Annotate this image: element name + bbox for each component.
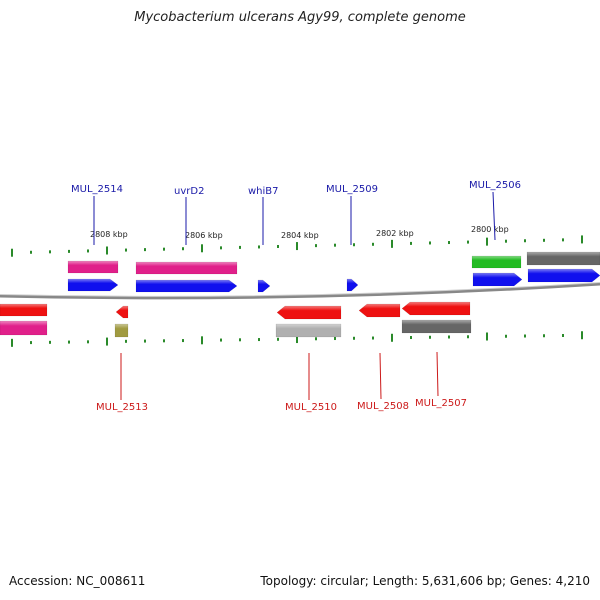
feature-pink-left <box>0 320 48 336</box>
gene-label-mul-2510: MUL_2510 <box>285 402 337 413</box>
label-leader-line <box>492 191 496 241</box>
ruler-label: 2802 kbp <box>376 229 414 238</box>
genome-axis <box>0 282 600 300</box>
feature-mul-2510-block <box>275 323 342 338</box>
gene-arrow-whib7 <box>257 279 271 293</box>
gene-arrow-mul-2509 <box>346 278 359 292</box>
bottom-labels: MUL_2513 MUL_2510 MUL_2508 MUL_2507 <box>96 398 467 413</box>
gene-arrow-mul-2506 <box>472 272 523 287</box>
feature-mul-2506-rna <box>471 255 522 269</box>
feature-mul-2513-block <box>114 323 129 338</box>
ruler-label: 2806 kbp <box>185 231 223 240</box>
gene-arrow-left-edge <box>0 303 48 317</box>
feature-gray-block <box>526 251 600 266</box>
gene-label-mul-2513: MUL_2513 <box>96 402 148 413</box>
feature-mul-2514-cds <box>67 260 119 274</box>
gene-arrow-uvrd2 <box>135 279 238 293</box>
gene-arrow-mul-2510 <box>276 305 342 320</box>
gene-arrow-mul-2507 <box>401 301 471 316</box>
gene-arrow-mul-2513 <box>115 305 129 319</box>
gene-arrow-mul-2508 <box>358 303 401 318</box>
ruler-ticks-top <box>11 235 583 257</box>
ruler-label: 2804 kbp <box>281 231 319 240</box>
gene-label-mul-2514: MUL_2514 <box>71 184 123 195</box>
ruler: 2808 kbp 2806 kbp 2804 kbp 2802 kbp 2800… <box>90 225 509 240</box>
gene-label-whib7: whiB7 <box>248 186 279 197</box>
gene-label-mul-2509: MUL_2509 <box>326 184 378 195</box>
gene-label-mul-2507: MUL_2507 <box>415 398 467 409</box>
gene-label-uvrd2: uvrD2 <box>174 186 204 197</box>
feature-uvrd2-cds <box>135 261 238 275</box>
gene-arrow-right <box>527 268 600 283</box>
ruler-ticks-bottom <box>11 331 583 347</box>
gene-label-mul-2506: MUL_2506 <box>469 180 521 191</box>
top-labels: MUL_2514 uvrD2 whiB7 MUL_2509 MUL_2506 <box>71 180 521 197</box>
genome-summary: Topology: circular; Length: 5,631,606 bp… <box>260 574 590 588</box>
label-leader-line <box>379 352 382 400</box>
accession-text: Accession: NC_008611 <box>9 574 146 588</box>
gene-label-mul-2508: MUL_2508 <box>357 401 409 412</box>
gene-features <box>0 251 600 338</box>
map-title: Mycobacterium ulcerans Agy99, complete g… <box>134 10 466 25</box>
feature-mul-2507-block <box>401 319 472 334</box>
label-leader-line <box>436 351 439 397</box>
ruler-label: 2808 kbp <box>90 230 128 239</box>
gene-arrow-mul-2514 <box>67 278 119 292</box>
ruler-label: 2800 kbp <box>471 225 509 234</box>
